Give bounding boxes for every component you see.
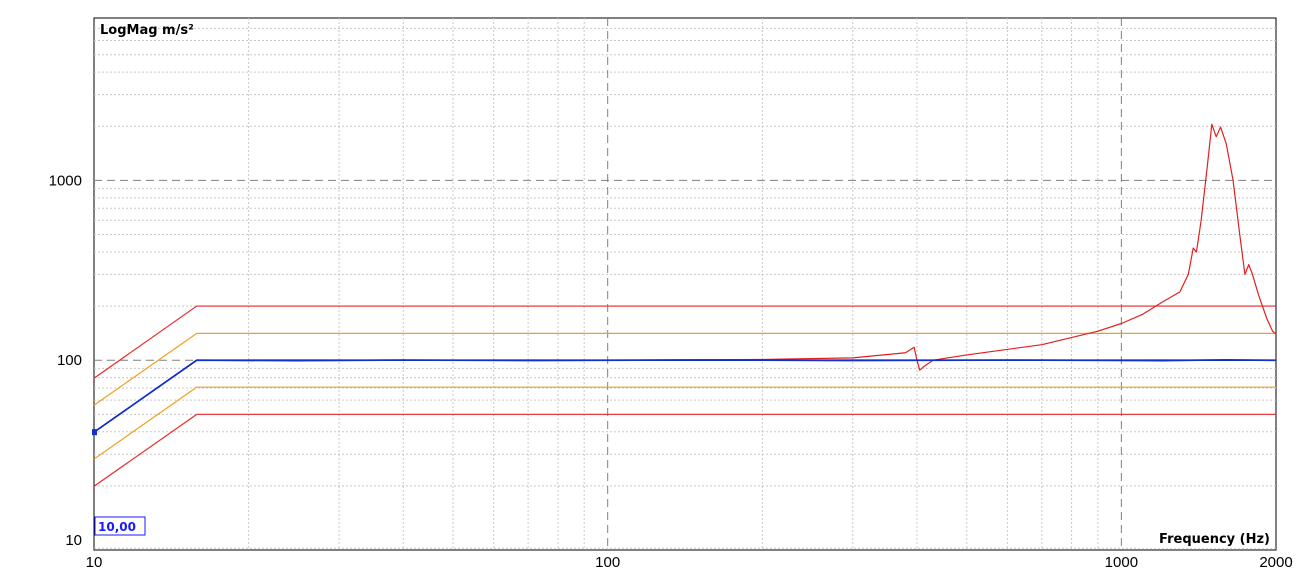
x-tick-label: 1000 [1105,554,1138,571]
plot-background [93,17,1277,551]
series-upper-alarm[interactable] [93,332,1276,406]
y-axis-label: LogMag m/s² [100,23,194,38]
series-lower-abort[interactable] [93,413,1276,487]
y-tick-label: 10 [65,532,82,549]
y-tick-label: 100 [57,352,82,369]
tick-labels: 10 100 1000 2000 10 100 1000 [49,172,1293,571]
x-axis-label-background [1136,528,1274,548]
series-measured-response[interactable] [196,123,1277,371]
series-upper-abort[interactable] [93,305,1276,379]
series-layer[interactable] [92,123,1277,487]
y-tick-label: 1000 [49,172,82,189]
series-lower-alarm[interactable] [93,386,1276,460]
cursor-readout[interactable]: 10,00 [94,516,146,536]
cursor-marker[interactable] [92,429,97,436]
cursor-readout-box [94,516,146,536]
x-axis-label: Frequency (Hz) [1159,532,1270,547]
x-tick-label: 100 [595,554,620,571]
cursor-readout-value: 10,00 [98,520,136,534]
x-tick-label: 10 [86,554,103,571]
x-tick-label: 2000 [1259,554,1292,571]
series-control-signal[interactable] [93,359,1277,433]
